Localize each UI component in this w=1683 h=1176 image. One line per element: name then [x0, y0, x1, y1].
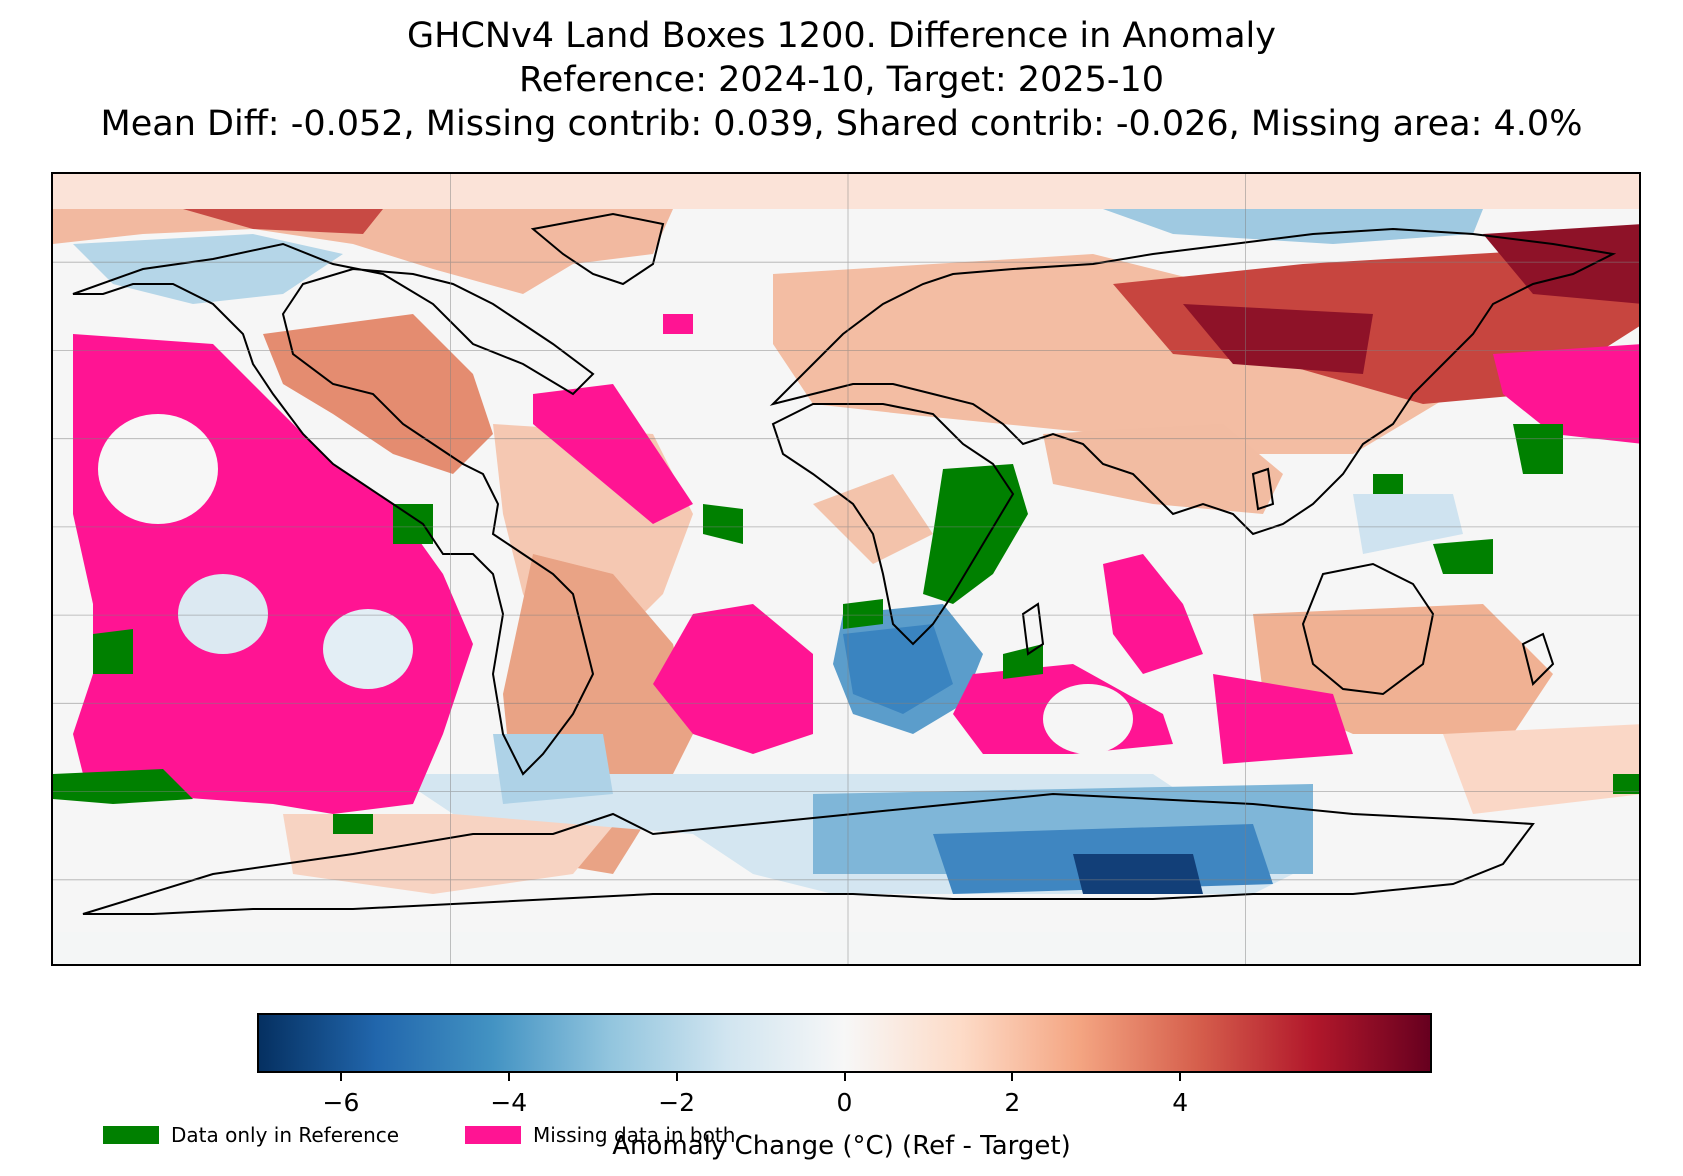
legend-item-reference-only: Data only in Reference: [103, 1124, 399, 1146]
colorbar-label: Anomaly Change (°C) (Ref - Target): [612, 1131, 1071, 1161]
legend-label-missing-both: Missing data in both: [533, 1123, 736, 1147]
anomaly-map: [53, 174, 1639, 964]
legend-item-missing-both: Missing data in both: [465, 1124, 735, 1146]
legend-swatch-green: [103, 1126, 159, 1144]
colorbar-tick-label: 2: [1004, 1088, 1021, 1117]
title-line-2: Reference: 2024-10, Target: 2025-10: [518, 60, 1165, 100]
title-line-3: Mean Diff: -0.052, Missing contrib: 0.03…: [100, 104, 1583, 144]
graticule: [53, 174, 1639, 964]
colorbar-tick-label: 0: [836, 1088, 853, 1117]
map-panel: [51, 172, 1641, 966]
coastlines: [72, 212, 1617, 915]
colorbar-tick: [843, 1073, 846, 1081]
colorbar-tick: [1011, 1073, 1014, 1081]
colorbar-tick-label: −6: [322, 1088, 360, 1117]
colorbar: [257, 1013, 1432, 1073]
pacific-data-islands: [98, 414, 1133, 754]
colorbar-tick: [507, 1073, 510, 1081]
colorbar-tick: [1179, 1073, 1182, 1081]
chart-title: GHCNv4 Land Boxes 1200. Difference in An…: [0, 14, 1683, 146]
title-line-1: GHCNv4 Land Boxes 1200. Difference in An…: [407, 16, 1276, 56]
south-polar-band: [53, 932, 1639, 964]
legend-swatch-pink: [465, 1126, 521, 1144]
colorbar-tick: [339, 1073, 342, 1081]
cool-anomaly-regions: [73, 209, 1483, 894]
colorbar-tick-label: −4: [490, 1088, 528, 1117]
colorbar-tick-label: 4: [1172, 1088, 1189, 1117]
colorbar-tick: [675, 1073, 678, 1081]
legend-label-reference-only: Data only in Reference: [171, 1123, 400, 1147]
colorbar-tick-label: −2: [658, 1088, 696, 1117]
reference-only-regions: [53, 424, 1639, 834]
north-polar-band: [53, 174, 1639, 209]
